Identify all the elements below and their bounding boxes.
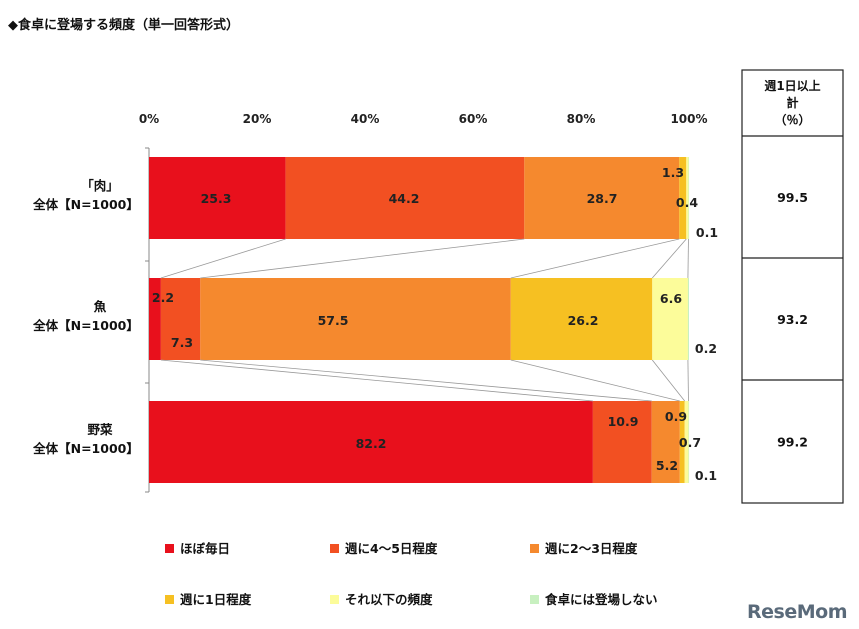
side-table-header: 計 <box>786 95 798 110</box>
data-label: 0.4 <box>676 195 698 210</box>
legend-label: 週に1日程度 <box>180 592 252 607</box>
data-label: 57.5 <box>318 313 349 328</box>
legend-label: ほぼ毎日 <box>180 541 230 556</box>
legend-label: それ以下の頻度 <box>345 592 433 607</box>
bar-segment <box>510 278 653 360</box>
x-tick-label: 100% <box>670 112 707 126</box>
side-table-header: （％） <box>774 112 810 127</box>
data-label: 0.9 <box>665 409 687 424</box>
bar-segment <box>679 401 685 483</box>
category-label: 全体【N=1000】 <box>32 441 139 456</box>
data-label: 6.6 <box>660 291 682 306</box>
data-label: 0.1 <box>695 468 717 483</box>
bar-segment <box>160 278 201 360</box>
data-label: 82.2 <box>356 436 387 451</box>
data-label: 10.9 <box>608 414 639 429</box>
legend-swatch <box>530 595 539 604</box>
connector-line <box>651 238 687 279</box>
legend-swatch <box>165 544 174 553</box>
bar-segment <box>686 157 689 239</box>
bar-segment <box>200 278 511 360</box>
bar-segment <box>688 401 690 483</box>
category-label: 全体【N=1000】 <box>32 197 139 212</box>
data-label: 5.2 <box>656 458 678 473</box>
data-label: 0.7 <box>679 435 701 450</box>
bar-segment <box>285 157 525 239</box>
bar-segment <box>651 401 680 483</box>
resemom-logo: ReseMom <box>747 601 847 623</box>
x-tick-label: 0% <box>139 112 159 126</box>
connector-line <box>651 359 685 402</box>
data-label: 2.2 <box>152 290 174 305</box>
side-table-value: 99.5 <box>777 190 808 205</box>
connector-line <box>200 359 652 402</box>
category-label: 魚 <box>94 299 107 314</box>
legend-swatch <box>165 595 174 604</box>
side-table-border <box>741 69 844 504</box>
bar-segment <box>684 401 689 483</box>
x-tick-label: 60% <box>459 112 488 126</box>
data-label: 28.7 <box>587 191 618 206</box>
bar-segment <box>149 278 161 360</box>
legend-swatch <box>330 595 339 604</box>
category-label: 「肉」 <box>81 178 119 193</box>
category-label: 野菜 <box>87 422 113 437</box>
bar-segment <box>652 278 688 360</box>
legend-label: 週に4～5日程度 <box>345 541 438 556</box>
data-label: 7.3 <box>171 335 193 350</box>
chart-title: ◆食卓に登場する頻度（単一回答形式） <box>8 18 239 33</box>
x-tick-label: 80% <box>567 112 596 126</box>
data-label: 26.2 <box>568 313 599 328</box>
x-tick-label: 20% <box>243 112 272 126</box>
bar-segment <box>524 157 680 239</box>
bar-segment <box>687 278 689 360</box>
connector-line <box>510 238 680 279</box>
connector-line <box>160 359 593 402</box>
bar-segment <box>688 157 690 239</box>
bar-segment <box>679 157 687 239</box>
data-label: 25.3 <box>201 191 232 206</box>
side-table-value: 99.2 <box>777 435 808 450</box>
data-label: 44.2 <box>389 191 420 206</box>
connector-line <box>510 359 680 402</box>
connector-line <box>160 238 286 279</box>
bar-segment <box>592 401 652 483</box>
data-label: 0.1 <box>696 225 718 240</box>
connector-line <box>687 359 689 402</box>
side-table-header: 週1日以上 <box>764 78 820 93</box>
data-label: 0.2 <box>695 341 717 356</box>
connector-line <box>200 238 525 279</box>
data-label: 1.3 <box>662 165 684 180</box>
legend-label: 週に2～3日程度 <box>545 541 638 556</box>
side-table-value: 93.2 <box>777 312 808 327</box>
legend-label: 食卓には登場しない <box>544 592 658 607</box>
x-tick-label: 40% <box>351 112 380 126</box>
category-label: 全体【N=1000】 <box>32 318 139 333</box>
bar-segment <box>149 401 593 483</box>
legend-swatch <box>330 544 339 553</box>
connector-line <box>687 238 689 279</box>
legend-swatch <box>530 544 539 553</box>
bar-segment <box>149 157 286 239</box>
